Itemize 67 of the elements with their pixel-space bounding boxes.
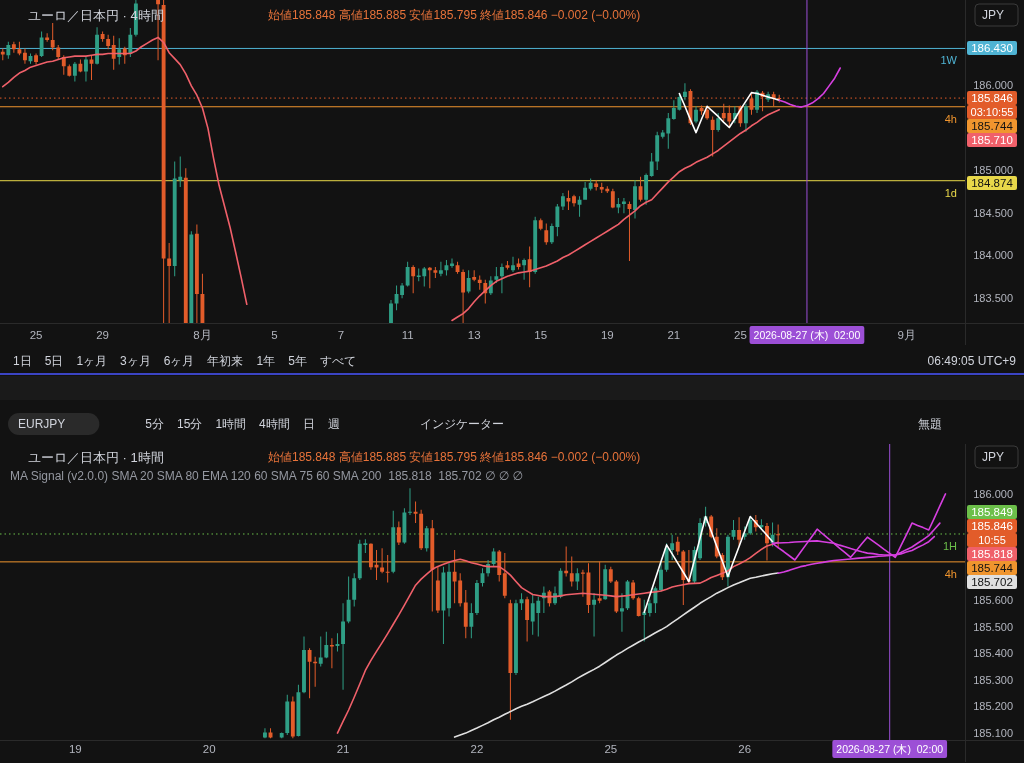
x-tick-label: 5 [271,329,278,341]
text: 06:49:05 UTC+9 [927,354,1017,368]
text: 1日 [13,354,32,368]
y-tick-label: 185.400 [973,647,1013,660]
x-tick-label: 21 [336,743,350,755]
y-tick-label: 185.000 [973,164,1013,176]
x-tick-label: 25 [29,329,43,341]
text: 1時間 [215,417,247,431]
x-tick-label: 19 [600,329,614,341]
price-label: 185.710 [967,133,1017,148]
price-label: 185.744 [967,119,1017,134]
text: すべて [319,354,356,368]
text: 週 [327,417,340,431]
y-tick-label: 185.200 [973,700,1013,713]
text: 1年 [256,354,276,368]
price-label: 185.846 [967,91,1017,106]
text: 3ヶ月 [120,354,151,368]
x-tick-label: 11 [401,329,414,341]
text: 5日 [44,354,64,368]
text: 4時間 [259,417,290,431]
x-tick-label: 20 [202,743,216,755]
x-tick-label: 13 [467,329,481,341]
x-tick-label: 26 [738,743,752,755]
x-tick-label: 22 [470,743,484,755]
text: 無題 [918,417,942,431]
ref-line-label: 4h [944,567,957,580]
y-tick-label: 186.000 [973,487,1013,500]
ref-line-label: 1H [942,540,957,552]
y-tick-label: 183.500 [973,291,1013,304]
ref-line-label: 1d [944,186,957,199]
text: 日 [302,417,315,431]
ref-line-label: 1W [940,54,957,67]
y-tick-label: 186.000 [973,79,1013,91]
subtitle: 始値185.848 高値185.885 安値185.795 終値185.846 −0.002 (−0.00%) [268,450,641,464]
y-tick-label: 185.300 [973,673,1013,686]
text: 6ヶ月 [163,354,195,368]
text: JPY [982,450,1005,464]
text: JPY [982,8,1005,22]
text: インジケーター [419,417,504,431]
y-tick-label: 185.600 [973,594,1013,607]
x-tick-label: 8月 [193,329,212,341]
ref-line-label: 4h [944,112,957,125]
x-tick-label: 19 [68,743,82,755]
text: 5分 [145,417,165,431]
price-label: 03:10:55 [967,105,1017,120]
x-tick-label: 7 [337,329,345,341]
y-tick-label: 185.100 [973,726,1013,739]
indicator-legend: MA Signal (v2.0.0) SMA 20 SMA 80 EMA 120 60 SMA 75 60 SMA 200 185.818 185.702 ∅ ∅ ∅ [10,469,523,483]
x-tick-label: 15 [534,329,548,341]
text: 1ヶ月 [76,354,108,368]
x-tick-label: 29 [96,329,109,341]
chart-title: ユーロ／日本円 · 1時間 [28,449,164,465]
text: 15分 [177,417,203,431]
price-label: 186.430 [967,41,1017,56]
y-tick-label: 184.000 [973,249,1013,261]
x-tick-label: 9月 [897,329,916,341]
text: 5年 [288,354,307,368]
y-tick-label: 184.500 [973,206,1013,219]
x-tick-label: 2026-08-27 (木) 02:00 [836,743,944,755]
x-tick-label: 21 [667,329,681,341]
text: EURJPY [18,417,66,431]
x-tick-label: 25 [604,743,618,755]
text: 年初来 [207,354,244,368]
x-tick-label: 2026-08-27 (木) 02:00 [753,329,861,341]
y-tick-label: 185.500 [973,620,1013,633]
subtitle: 始値185.848 高値185.885 安値185.795 終値185.846 −0.002 (−0.00%) [268,8,641,22]
x-tick-label: 25 [733,329,747,341]
